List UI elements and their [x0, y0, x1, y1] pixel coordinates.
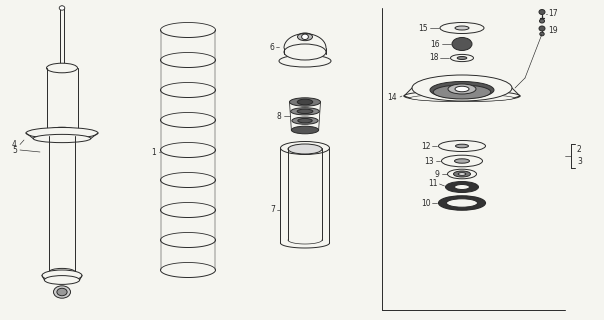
Text: 16: 16	[431, 39, 440, 49]
Ellipse shape	[454, 185, 469, 189]
Text: 17: 17	[548, 9, 557, 18]
Text: 13: 13	[424, 156, 434, 165]
Ellipse shape	[454, 171, 471, 177]
Ellipse shape	[57, 288, 67, 296]
Ellipse shape	[412, 75, 512, 101]
Ellipse shape	[45, 276, 80, 284]
Ellipse shape	[54, 286, 71, 298]
Text: 3: 3	[577, 156, 582, 165]
Ellipse shape	[539, 26, 545, 31]
Text: 11: 11	[428, 180, 437, 188]
Ellipse shape	[42, 270, 82, 281]
Ellipse shape	[458, 173, 466, 175]
Ellipse shape	[26, 127, 98, 139]
Ellipse shape	[448, 84, 476, 94]
Ellipse shape	[539, 10, 545, 14]
Ellipse shape	[448, 169, 477, 179]
Ellipse shape	[297, 109, 313, 114]
Ellipse shape	[49, 268, 75, 276]
Ellipse shape	[433, 85, 491, 99]
Ellipse shape	[288, 144, 322, 154]
Ellipse shape	[439, 196, 486, 210]
Ellipse shape	[442, 155, 483, 167]
Ellipse shape	[298, 118, 312, 123]
Text: 9: 9	[435, 170, 440, 179]
Text: 7: 7	[271, 205, 275, 214]
Ellipse shape	[430, 82, 494, 99]
Text: 2: 2	[577, 145, 582, 154]
Ellipse shape	[33, 134, 91, 143]
Ellipse shape	[404, 91, 520, 101]
Ellipse shape	[455, 26, 469, 30]
Ellipse shape	[47, 127, 77, 137]
Text: 15: 15	[419, 23, 428, 33]
Ellipse shape	[410, 94, 514, 102]
Ellipse shape	[291, 108, 320, 115]
Text: 19: 19	[548, 26, 557, 35]
Ellipse shape	[446, 181, 478, 193]
Ellipse shape	[292, 117, 318, 124]
Text: 6: 6	[269, 43, 274, 52]
Ellipse shape	[540, 32, 544, 36]
Ellipse shape	[284, 44, 326, 60]
Ellipse shape	[454, 159, 469, 163]
Ellipse shape	[455, 144, 469, 148]
Ellipse shape	[291, 126, 319, 134]
Text: 12: 12	[421, 141, 431, 150]
Ellipse shape	[457, 57, 467, 60]
Ellipse shape	[446, 199, 478, 207]
Ellipse shape	[297, 99, 313, 105]
Text: 18: 18	[429, 53, 439, 62]
Ellipse shape	[59, 6, 65, 10]
Text: 4: 4	[12, 140, 17, 149]
Ellipse shape	[440, 22, 484, 34]
Ellipse shape	[298, 33, 312, 41]
Ellipse shape	[289, 98, 321, 106]
Text: 8: 8	[277, 111, 281, 121]
Ellipse shape	[455, 86, 469, 92]
Ellipse shape	[280, 141, 330, 155]
Text: 10: 10	[421, 198, 431, 207]
Text: 1: 1	[151, 148, 156, 156]
Ellipse shape	[279, 55, 331, 67]
Ellipse shape	[539, 19, 544, 23]
Ellipse shape	[439, 140, 486, 151]
Ellipse shape	[301, 34, 309, 40]
Ellipse shape	[452, 37, 472, 51]
Ellipse shape	[47, 63, 77, 73]
Ellipse shape	[451, 54, 474, 61]
Ellipse shape	[54, 64, 69, 72]
Text: 14: 14	[387, 92, 397, 101]
Text: 5: 5	[12, 146, 17, 155]
